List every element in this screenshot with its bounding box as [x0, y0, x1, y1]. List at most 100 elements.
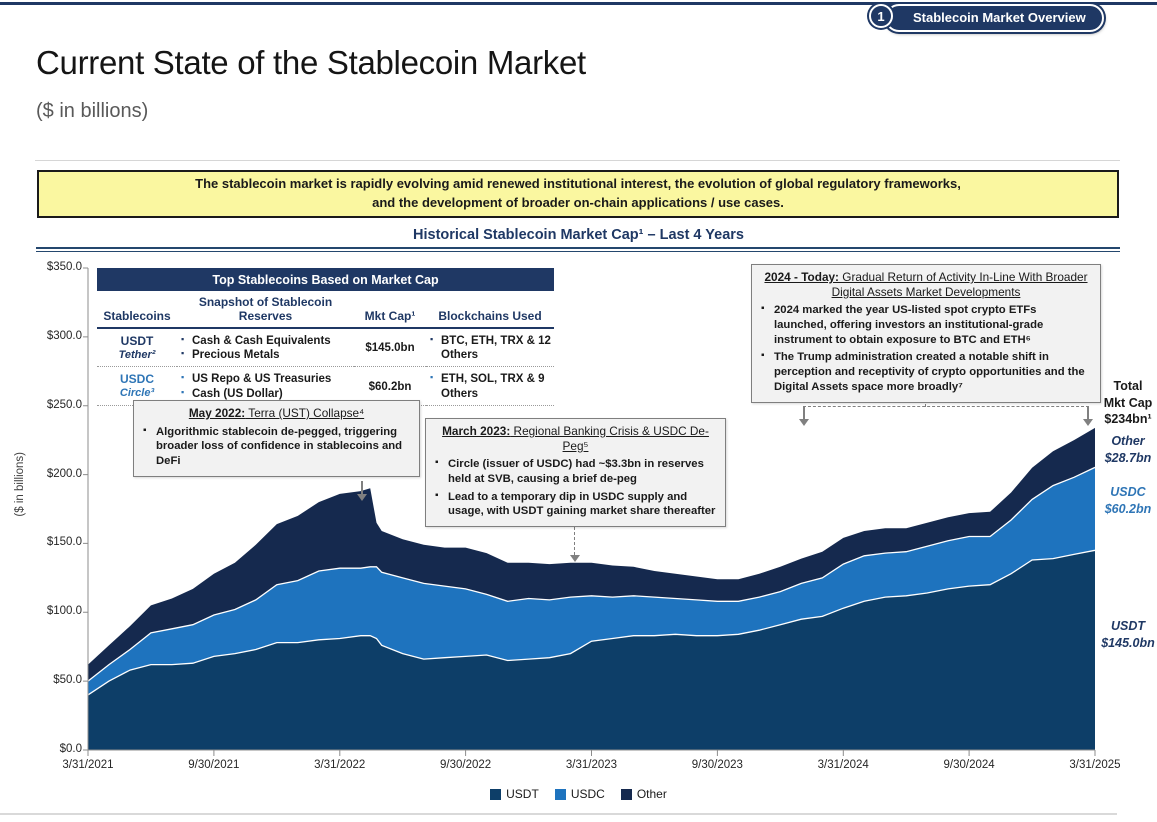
today-arrow-right-head — [1083, 419, 1093, 426]
annotation-title-bold: 2024 - Today: — [764, 270, 839, 284]
page-title: Current State of the Stablecoin Market — [36, 44, 586, 81]
other-swatch-icon — [620, 788, 632, 800]
today-connector-span — [803, 406, 1089, 407]
reserve-item: Cash & Cash Equivalents — [179, 334, 352, 348]
annotation-bullet: Algorithmic stablecoin de-pegged, trigge… — [142, 424, 411, 469]
usdt-swatch-icon — [490, 788, 502, 800]
usdc-series-label: USDC $60.2bn — [1099, 484, 1157, 517]
y-axis-tick-label: $100.0 — [46, 605, 82, 618]
march-arrow-line — [574, 522, 575, 555]
x-axis-tick-label: 3/31/2021 — [62, 759, 114, 771]
x-axis-tick-label: 3/31/2023 — [565, 759, 618, 771]
today-arrow-right-line — [1087, 407, 1089, 419]
x-axis-tick-label: 3/31/2025 — [1069, 759, 1121, 771]
annotation-2024-today: 2024 - Today: Gradual Return of Activity… — [751, 264, 1101, 403]
table-row-usdt-mktcap: $145.0bn — [354, 329, 426, 368]
x-axis-tick-label: 9/30/2022 — [440, 759, 492, 771]
top-stablecoins-table: Top Stablecoins Based on Market Cap Stab… — [97, 268, 554, 407]
coin-name: USDC — [119, 372, 154, 387]
bottom-divider — [0, 813, 1117, 815]
series-value: $145.0bn — [1101, 635, 1155, 650]
annotation-title: Gradual Return of Activity In-Line With … — [831, 270, 1088, 299]
annotation-title: Regional Banking Crisis & USDC De-Peg⁵ — [510, 424, 709, 453]
section-number-badge: 1 — [869, 4, 893, 28]
annotation-title: Terra (UST) Collapse⁴ — [245, 406, 365, 420]
coin-issuer: Circle³ — [119, 387, 155, 400]
x-axis-tick-label: 9/30/2024 — [943, 759, 995, 771]
annotation-bullet: Circle (issuer of USDC) had ~$3.3bn in r… — [434, 456, 717, 486]
legend-item-other: Other — [620, 787, 667, 801]
blockchains-item: ETH, SOL, TRX & 9 Others — [428, 372, 552, 401]
column-header-mktcap: Mkt Cap¹ — [354, 291, 426, 329]
highlight-line-2: and the development of broader on-chain … — [372, 195, 784, 210]
y-axis-tick-label: $350.0 — [46, 261, 82, 273]
y-axis-tick-label: $200.0 — [46, 467, 82, 480]
y-axis-tick-label: $150.0 — [46, 536, 82, 549]
table-row-usdt-reserves: Cash & Cash Equivalents Precious Metals — [177, 329, 354, 368]
legend-label: USDC — [570, 787, 605, 801]
table-row-usdt-blockchains: BTC, ETH, TRX & 12 Others — [426, 329, 554, 368]
coin-name: USDT — [120, 333, 154, 348]
blockchains-item: BTC, ETH, TRX & 12 Others — [428, 334, 552, 363]
table-row-usdc-blockchains: ETH, SOL, TRX & 9 Others — [426, 367, 554, 407]
total-label-line2: Mkt Cap — [1103, 395, 1153, 410]
column-header-reserves: Snapshot of Stablecoin Reserves — [177, 291, 354, 329]
y-axis-tick-label: $300.0 — [46, 329, 82, 342]
annotation-may-2022: May 2022: Terra (UST) Collapse⁴ Algorith… — [133, 400, 420, 477]
annotation-title-bold: March 2023: — [442, 424, 511, 438]
series-name: USDT — [1110, 619, 1146, 633]
chart-legend: USDT USDC Other — [0, 787, 1157, 801]
other-series-label: Other $28.7bn — [1099, 433, 1157, 466]
stacked-area-chart — [83, 267, 1096, 756]
reserve-item: Precious Metals — [179, 348, 352, 362]
divider — [35, 160, 1120, 161]
may-arrow-line — [361, 481, 363, 494]
series-value: $28.7bn — [1104, 450, 1152, 465]
x-axis-tick-label: 3/31/2022 — [314, 759, 366, 771]
table-title: Top Stablecoins Based on Market Cap — [97, 268, 554, 291]
total-label-line1: Total — [1113, 379, 1143, 393]
usdc-swatch-icon — [554, 788, 566, 800]
reserve-item: Cash (US Dollar) — [179, 387, 352, 401]
march-arrow-head — [570, 555, 580, 562]
chart-title-divider — [36, 247, 1120, 252]
coin-issuer: Tether² — [118, 348, 156, 361]
column-header-blockchains: Blockchains Used — [426, 291, 554, 329]
legend-item-usdt: USDT — [490, 787, 539, 801]
legend-label: USDT — [506, 787, 539, 801]
may-arrow-head — [357, 494, 367, 501]
highlight-callout: The stablecoin market is rapidly evolvin… — [37, 170, 1119, 218]
today-arrow-left-line — [803, 407, 805, 419]
series-name: USDC — [1110, 485, 1146, 499]
usdt-series-label: USDT $145.0bn — [1099, 618, 1157, 651]
x-axis-tick-label: 9/30/2021 — [188, 759, 240, 771]
legend-label: Other — [636, 787, 667, 801]
column-header-stablecoins: Stablecoins — [97, 291, 177, 329]
annotation-march-2023: March 2023: Regional Banking Crisis & US… — [425, 418, 726, 528]
section-badge-label: Stablecoin Market Overview — [885, 4, 1104, 32]
top-divider — [0, 2, 1157, 5]
annotation-bullet: 2024 marked the year US-listed spot cryp… — [760, 302, 1092, 347]
chart-title: Historical Stablecoin Market Cap¹ – Last… — [413, 227, 744, 243]
x-axis-tick-label: 3/31/2024 — [817, 759, 869, 771]
annotation-bullet: Lead to a temporary dip in USDC supply a… — [434, 489, 717, 519]
total-mkt-cap-label: Total Mkt Cap $234bn¹ — [1099, 378, 1157, 428]
y-axis-title: ($ in billions) — [14, 452, 26, 517]
reserve-item: US Repo & US Treasuries — [179, 372, 352, 386]
x-axis-tick-label: 9/30/2023 — [691, 759, 743, 771]
legend-item-usdc: USDC — [554, 787, 605, 801]
table-row-usdt-name: USDT Tether² — [97, 329, 177, 368]
series-name: Other — [1111, 434, 1145, 448]
series-value: $60.2bn — [1104, 501, 1152, 516]
annotation-bullet: The Trump administration created a notab… — [760, 349, 1092, 394]
page-subtitle: ($ in billions) — [36, 100, 149, 122]
annotation-title-bold: May 2022: — [188, 406, 246, 420]
total-label-value: $234bn¹ — [1104, 412, 1152, 426]
today-arrow-left-head — [799, 419, 809, 426]
y-axis-tick-label: $250.0 — [46, 398, 82, 411]
table-row-usdc-reserves: US Repo & US Treasuries Cash (US Dollar) — [177, 367, 354, 407]
highlight-line-1: The stablecoin market is rapidly evolvin… — [195, 176, 961, 192]
y-axis-tick-label: $0.0 — [59, 743, 82, 755]
y-axis-tick-label: $50.0 — [53, 674, 82, 687]
